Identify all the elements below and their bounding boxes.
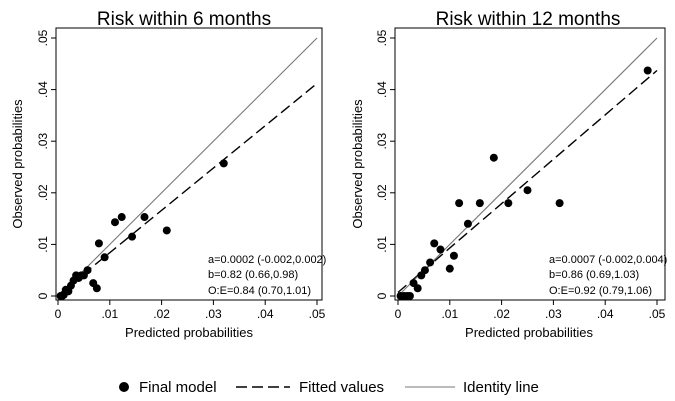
identity-line <box>57 37 318 297</box>
legend-label: Final model <box>139 379 217 396</box>
x-tick-label: .01 <box>441 307 458 321</box>
data-point <box>475 199 484 208</box>
series-points <box>56 159 228 300</box>
legend-item-final-model: Final model <box>119 379 217 396</box>
y-tick-label: .02 <box>375 184 389 201</box>
annotation-oe: O:E=0.84 (0.70,1.01) <box>208 285 311 297</box>
data-point <box>219 159 228 168</box>
data-point <box>140 213 149 222</box>
data-point <box>405 292 414 300</box>
x-tick-label: .05 <box>309 307 326 321</box>
data-point <box>162 226 171 235</box>
chart-title: Risk within 12 months <box>436 9 621 30</box>
data-point <box>643 66 652 75</box>
y-tick-label: 0 <box>36 292 50 299</box>
data-point <box>455 199 464 208</box>
x-tick-label: .02 <box>153 307 170 321</box>
x-tick-label: 0 <box>55 307 62 321</box>
annotation-a: a=0.0007 (-0.002,0.004) <box>549 254 667 266</box>
legend-item-identity-line: Identity line <box>405 379 539 396</box>
data-point <box>430 239 439 248</box>
legend: Final model Fitted values Identity line <box>119 379 539 396</box>
data-point <box>413 284 422 293</box>
x-tick-label: .02 <box>493 307 510 321</box>
y-tick-label: .02 <box>36 184 50 201</box>
axis-ticks: .05 .04 .03 .02 .01 0 .05 .04 .03 .02 .01 0 <box>375 29 666 321</box>
fitted-values-line <box>57 82 318 296</box>
legend-label: Identity line <box>463 379 539 396</box>
data-point <box>128 232 137 241</box>
panel-risk-6-months: Risk within 6 months .05.04.03.02.010.05… <box>10 9 326 340</box>
data-point <box>449 251 458 260</box>
y-axis-label: Observed probabilities <box>10 99 25 229</box>
x-axis-label: Predicted probabilities <box>465 325 593 340</box>
data-point <box>100 253 109 262</box>
y-axis-label: Observed probabilities <box>350 99 365 229</box>
y-tick-label: .05 <box>36 29 50 46</box>
data-point <box>445 264 454 273</box>
x-tick-label: .03 <box>205 307 222 321</box>
data-point <box>110 218 119 227</box>
series-lines <box>57 37 318 297</box>
data-point <box>504 199 513 208</box>
data-point <box>420 266 429 275</box>
data-point <box>117 213 126 222</box>
series-points <box>396 66 652 300</box>
x-tick-label: .04 <box>597 307 614 321</box>
y-tick-label: .03 <box>375 133 389 150</box>
annotation-a: a=0.0002 (-0.002,0.002) <box>208 254 326 266</box>
plot-frame <box>55 27 323 301</box>
y-tick-label: .04 <box>375 81 389 98</box>
data-point <box>436 245 445 254</box>
data-point <box>426 258 435 267</box>
annotation-oe: O:E=0.92 (0.79,1.06) <box>549 285 652 297</box>
y-tick-label: .01 <box>375 236 389 253</box>
fitted-values-line <box>397 69 658 293</box>
y-tick-label: .05 <box>375 29 389 46</box>
annotation-b: b=0.86 (0.69,1.03) <box>549 269 639 281</box>
x-tick-label: .03 <box>545 307 562 321</box>
x-tick-label: .04 <box>257 307 274 321</box>
data-point <box>463 219 472 228</box>
legend-item-fitted-values: Fitted values <box>236 379 384 396</box>
plot-frame <box>394 27 666 301</box>
data-point <box>92 284 101 293</box>
data-point <box>489 153 498 162</box>
legend-label: Fitted values <box>299 379 384 396</box>
data-point <box>83 266 92 275</box>
legend-marker-dot <box>119 382 129 392</box>
annotation-b: b=0.82 (0.66,0.98) <box>208 269 298 281</box>
x-axis-label: Predicted probabilities <box>125 325 253 340</box>
x-tick-label: .05 <box>649 307 666 321</box>
data-point <box>94 239 103 248</box>
y-tick-label: 0 <box>375 292 389 299</box>
x-tick-label: .01 <box>101 307 118 321</box>
y-tick-label: .03 <box>36 133 50 150</box>
axis-ticks: .05 .04 .03 .02 .01 0 .05 .04 .03 .02 .01 0 <box>36 29 326 321</box>
panel-risk-12-months: Risk within 12 months .05.04.03.02.010.0… <box>350 9 667 340</box>
data-point <box>523 186 532 195</box>
y-tick-label: .01 <box>36 236 50 253</box>
chart-title: Risk within 6 months <box>97 9 271 30</box>
y-tick-label: .04 <box>36 81 50 98</box>
data-point <box>555 199 564 208</box>
x-tick-label: 0 <box>395 307 402 321</box>
